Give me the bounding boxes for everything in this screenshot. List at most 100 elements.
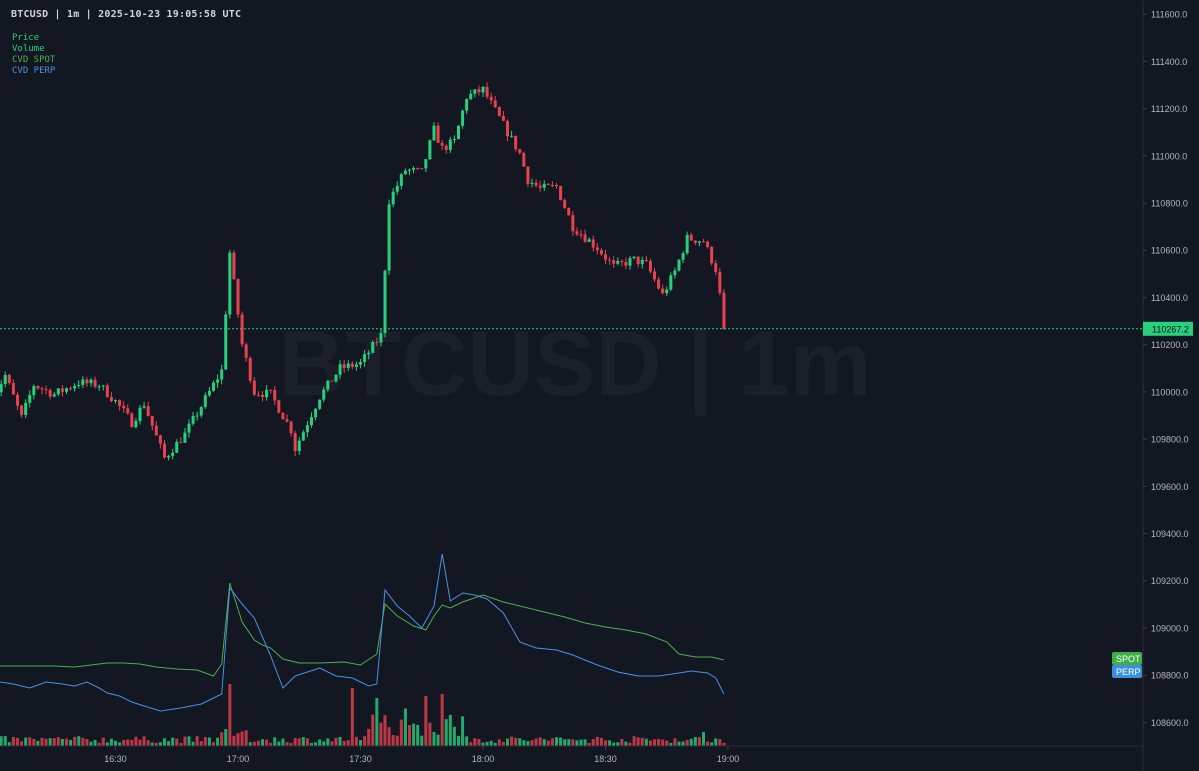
candle-body (158, 435, 162, 444)
candle-body (640, 259, 644, 265)
volume-bar (252, 741, 256, 746)
volume-bar (681, 741, 685, 746)
candle-body (416, 168, 420, 170)
symbol-label: BTCUSD (11, 9, 49, 20)
volume-bar (530, 740, 534, 746)
volume-bar (301, 737, 305, 746)
volume-bar (608, 740, 612, 746)
volume-bar (571, 739, 575, 746)
volume-bar (330, 741, 334, 746)
volume-bar (363, 736, 367, 746)
candle-body (289, 421, 293, 434)
volume-bar (477, 738, 481, 746)
candle-body (452, 139, 456, 141)
volume-bar (559, 737, 563, 746)
volume-bar (673, 738, 677, 746)
legend-item-price[interactable]: Price (12, 33, 40, 43)
perp-badge (1112, 665, 1142, 678)
candle-body (65, 388, 68, 392)
volume-bar (428, 722, 432, 746)
candle-body (673, 270, 677, 276)
volume-bar (677, 741, 681, 746)
volume-bar (522, 740, 526, 746)
candle-body (473, 89, 477, 94)
volume-bar (612, 742, 616, 746)
candle-body (420, 168, 424, 170)
volume-bar (28, 737, 32, 746)
volume-bar (461, 716, 465, 746)
volume-bar (706, 741, 710, 746)
candle-body (546, 183, 550, 185)
candle-body (97, 386, 101, 388)
cvd-spot-line (0, 582, 725, 677)
volume-bar (493, 742, 497, 746)
volume-bar (334, 737, 338, 746)
volume-bar (285, 742, 289, 746)
candle-body (653, 271, 656, 280)
candle-body (555, 184, 558, 187)
legend-item-cvd-perp[interactable]: CVD PERP (12, 66, 56, 76)
candle-body (114, 400, 117, 402)
candle-body (318, 399, 322, 409)
candle-body (591, 239, 595, 248)
volume-bar (244, 730, 248, 746)
candle-body (0, 384, 3, 393)
candle-body (240, 314, 244, 345)
legend-item-volume[interactable]: Volume (12, 44, 45, 54)
candle-body (212, 382, 215, 391)
candle-body (350, 363, 354, 367)
volume-bar (187, 736, 191, 746)
volume-bar (216, 737, 220, 746)
candle-body (252, 380, 256, 395)
volume-bar (179, 742, 183, 746)
time-axis[interactable]: 16:30 17:00 17:30 18:00 18:30 19:00 (104, 746, 739, 764)
volume-bar (314, 742, 318, 746)
volume-bar (714, 738, 718, 746)
candle-body (432, 125, 436, 141)
volume-bar (665, 740, 669, 746)
volume-bar (93, 739, 97, 746)
candle-body (522, 152, 526, 167)
candle-body (399, 174, 403, 186)
candle-body (371, 342, 375, 353)
volume-bar (624, 741, 628, 746)
candle-body (297, 440, 301, 451)
candle-body (657, 279, 661, 289)
candle-body (85, 379, 89, 384)
time-tick-label: 17:30 (349, 754, 372, 764)
price-axis[interactable]: 111600.0 111400.0 111200.0 111000.0 110800.0… (1143, 10, 1189, 728)
volume-bar (685, 739, 689, 746)
candle-body (207, 390, 211, 396)
candle-body (542, 183, 546, 188)
volume-bar (240, 731, 244, 746)
volume-bar (73, 736, 77, 746)
candle-body (305, 425, 309, 433)
candle-body (379, 332, 383, 343)
legend-item-cvd-spot[interactable]: CVD SPOT (12, 55, 56, 65)
volume-bar (485, 741, 489, 746)
interval-label: 1m (67, 9, 80, 20)
volume-bar (395, 735, 399, 746)
candle-body (501, 115, 505, 121)
candle-body (338, 364, 342, 375)
price-tick-label: 111400.0 (1151, 57, 1187, 67)
volume-bar (628, 742, 632, 746)
candle-body (342, 364, 346, 368)
volume-bar (56, 737, 60, 746)
volume-bar (620, 738, 624, 746)
volume-bar (69, 739, 73, 746)
candle-body (93, 379, 97, 387)
candle-body (69, 388, 73, 390)
cvd-perp-line (0, 553, 725, 712)
volume-bar (207, 737, 211, 746)
candle-body (461, 110, 465, 126)
volume-bar (371, 714, 375, 746)
volume-bar (644, 738, 648, 746)
candle-body (469, 93, 473, 100)
volume-bar (595, 736, 599, 746)
volume-bar (640, 737, 644, 746)
candle-body (285, 419, 289, 422)
candle-body (661, 288, 665, 294)
timestamp-label: 2025-10-23 19:05:58 UTC (98, 9, 242, 20)
